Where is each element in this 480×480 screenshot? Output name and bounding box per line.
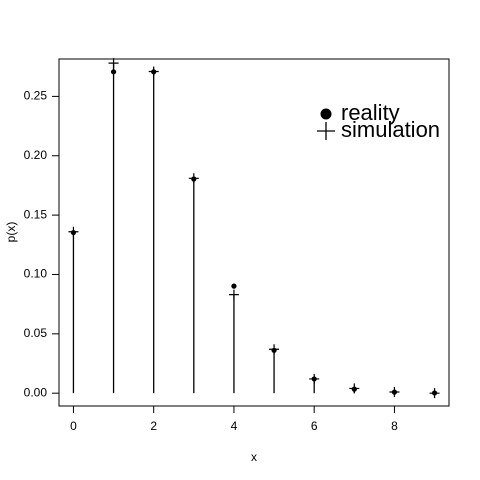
- legend-symbol: [320, 108, 332, 120]
- x-tick-label: 0: [70, 419, 77, 433]
- simulation-point: [148, 66, 159, 77]
- simulation-point: [68, 226, 79, 237]
- x-tick-label: 6: [311, 419, 318, 433]
- legend-label: reality: [341, 100, 400, 125]
- y-tick-label: 0.10: [24, 267, 48, 281]
- simulation-point: [108, 58, 119, 69]
- y-tick-label: 0.20: [24, 148, 48, 162]
- x-tick-label: 8: [391, 419, 398, 433]
- simulation-point: [269, 344, 280, 355]
- simulation-point: [429, 388, 440, 399]
- y-tick-label: 0.25: [24, 89, 48, 103]
- simulation-point: [188, 173, 199, 184]
- simulation-point: [309, 373, 320, 384]
- simulation-point: [389, 386, 400, 397]
- legend-label: simulation: [341, 117, 440, 142]
- y-tick-label: 0.00: [24, 385, 48, 399]
- legend-symbol: [317, 122, 335, 140]
- y-tick-label: 0.05: [24, 326, 48, 340]
- simulation-point: [349, 383, 360, 394]
- x-tick-label: 2: [150, 419, 157, 433]
- y-tick-label: 0.15: [24, 207, 48, 221]
- simulation-point: [228, 289, 239, 300]
- y-axis-label: p(x): [4, 222, 18, 243]
- x-axis-label: x: [251, 450, 257, 464]
- x-tick-label: 4: [231, 419, 238, 433]
- reality-point: [231, 283, 237, 289]
- plot-frame: [58, 58, 450, 407]
